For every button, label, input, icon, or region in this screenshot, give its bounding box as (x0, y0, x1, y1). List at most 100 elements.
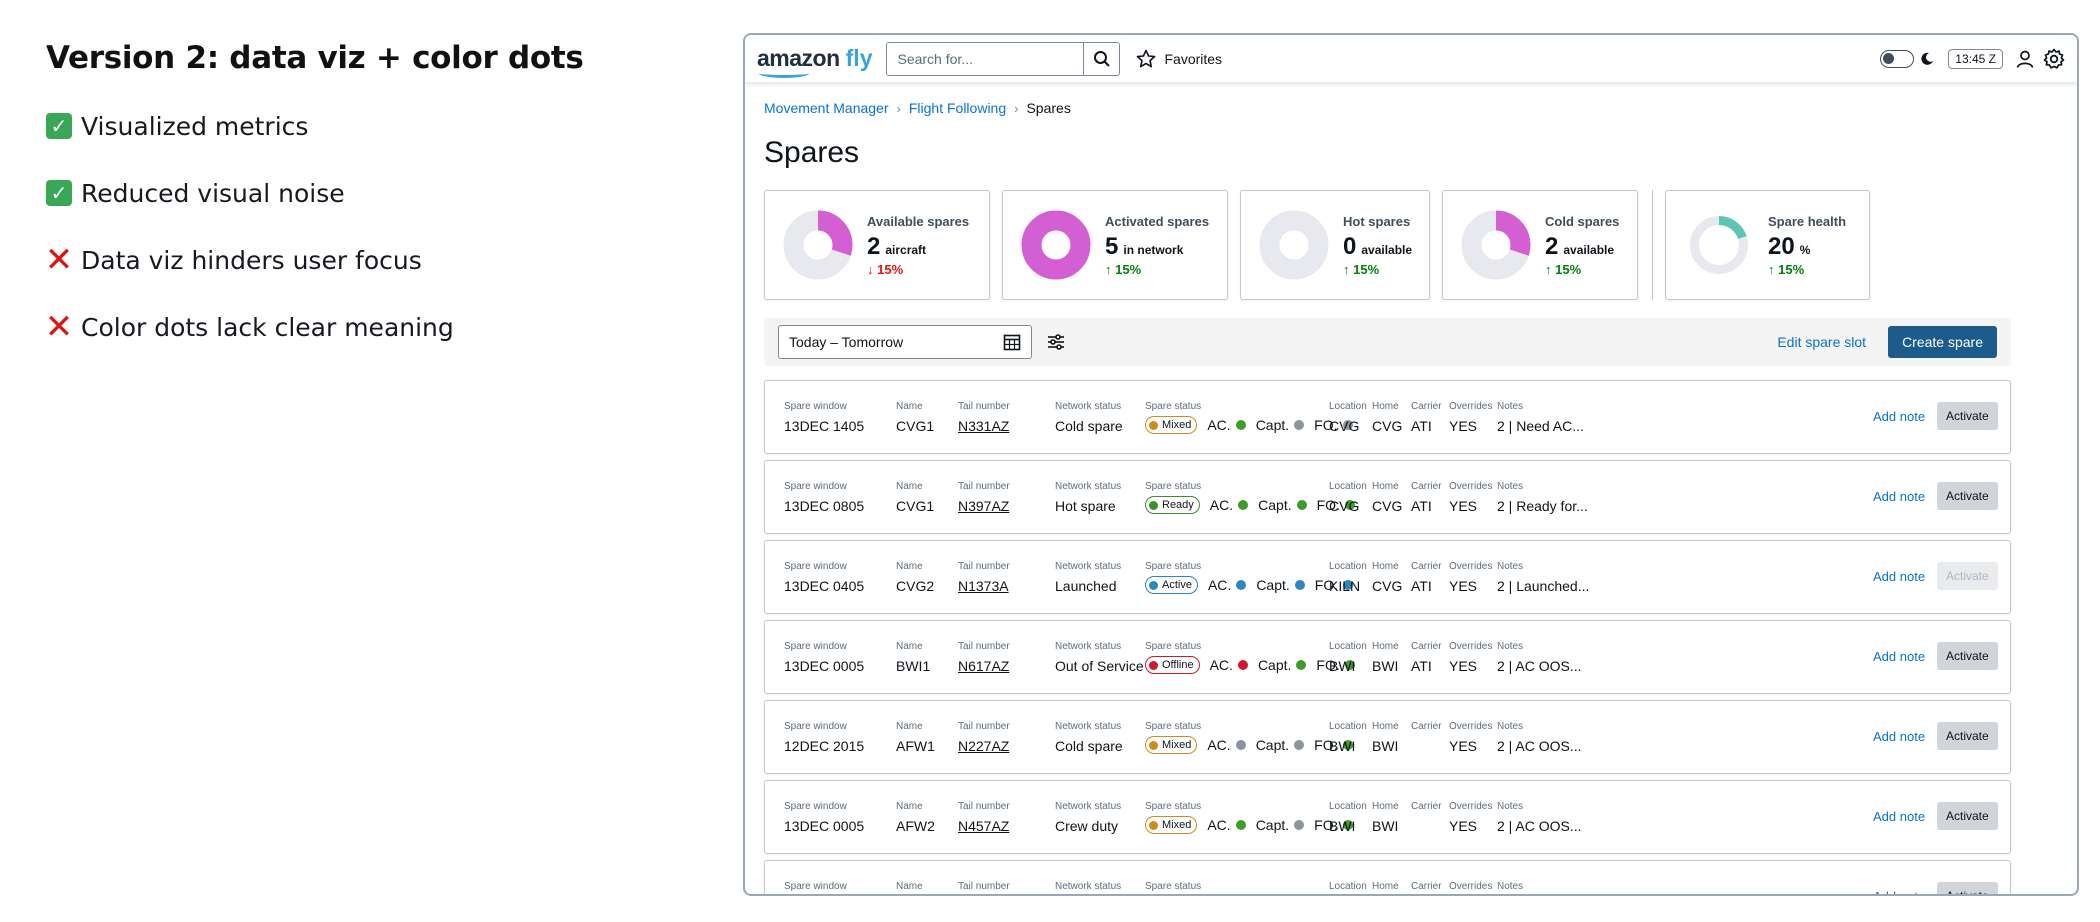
table-row[interactable]: Spare window 13DEC 0405 Name CVG2 Tail numbe… (764, 540, 2011, 614)
cell-value: Cold spare (1055, 418, 1123, 434)
add-note-link[interactable]: Add note (1873, 809, 1926, 824)
cell-label: Tail number (958, 721, 1010, 732)
crew-dot-label: Capt. (1255, 817, 1290, 833)
cell-label: Home (1372, 881, 1399, 892)
date-range-picker[interactable]: Today – Tomorrow (778, 325, 1032, 359)
amazon-fly-logo[interactable]: amazon fly (757, 45, 872, 78)
note-item: ✓ Visualized metrics (46, 110, 686, 142)
cell-label: Location (1329, 641, 1367, 652)
add-note-link[interactable]: Add note (1873, 489, 1926, 504)
status-dot (1149, 420, 1158, 430)
tail-number-link[interactable]: N227AZ (958, 738, 1010, 754)
crew-dot-capt: Capt. (1256, 737, 1305, 753)
cell-label: Notes (1497, 881, 1524, 892)
color-dot (1294, 820, 1305, 830)
activate-button[interactable]: Activate (1937, 482, 1998, 510)
favorites-button[interactable]: Favorites (1136, 49, 1222, 69)
cell-window: Spare window 13DEC 0805 (784, 481, 864, 514)
table-row[interactable]: Spare window 13DEC 0005 Name AFW2 Tail numbe… (764, 780, 2011, 854)
table-row[interactable]: Spare window 12DEC 2015 Name AFW1 Tail numbe… (764, 700, 2011, 774)
metric-delta-value: 15% (1778, 261, 1805, 277)
add-note-link[interactable]: Add note (1873, 889, 1925, 894)
cell-label: Home (1372, 801, 1399, 812)
color-dot (1296, 500, 1307, 510)
notes-list: ✓ Visualized metrics ✓ Reduced visual noise… (45, 110, 686, 345)
cell-label: Spare window (784, 721, 847, 732)
status-text: Mixed (1162, 819, 1192, 831)
logo-smile (759, 69, 809, 78)
add-note-link[interactable]: Add note (1873, 409, 1926, 424)
activate-button[interactable]: Activate (1937, 642, 1998, 670)
crew-dot-label: FO. (1314, 417, 1338, 433)
cell-label: Tail number (958, 881, 1010, 892)
create-spare-button[interactable]: Create spare (1888, 326, 1997, 358)
add-note-link[interactable]: Add note (1873, 569, 1926, 584)
cell-carrier: Carrier ATI (1411, 641, 1442, 674)
table-row[interactable]: Spare window 13DEC 0805 Name CVG1 Tail numbe… (764, 460, 2011, 534)
color-dot (1235, 820, 1246, 830)
cell-value: 13DEC 0805 (784, 498, 865, 514)
user-profile-icon[interactable] (2015, 49, 2035, 69)
note-text: Reduced visual noise (81, 178, 345, 208)
cell-value: CVG (1329, 498, 1360, 514)
activate-button[interactable]: Activate (1937, 722, 1998, 750)
dark-mode-toggle[interactable] (1880, 49, 1915, 68)
cell-label: Spare status (1145, 641, 1202, 652)
activate-button[interactable]: Activate (1937, 402, 1998, 430)
status-dot (1149, 820, 1158, 830)
cell-spare: Spare status Mixed AC. Capt. FO. (1145, 401, 1353, 434)
table-row[interactable]: Spare window 13DEC 1405 Name CVG1 Tail numbe… (764, 380, 2011, 454)
metric-delta-value: 15% (1353, 261, 1380, 277)
tail-number-link[interactable]: N331AZ (958, 418, 1010, 434)
metric-delta: ↓ 15% (867, 262, 969, 277)
cell-label: Home (1372, 481, 1399, 492)
table-row[interactable]: Spare window Name Tail number Network statu… (764, 860, 2011, 894)
metric-unit: in network (1123, 242, 1184, 257)
breadcrumb-flight-following[interactable]: Flight Following (908, 100, 1007, 116)
metrics-row: Available spares 2 aircraft ↓ 15% Activated … (764, 190, 2058, 300)
cell-label: Overrides (1449, 801, 1493, 812)
add-note-link[interactable]: Add note (1873, 649, 1926, 664)
cell-network: Network status Cold spare (1055, 401, 1123, 434)
cell-label: Spare status (1145, 881, 1202, 892)
breadcrumb-movement-manager[interactable]: Movement Manager (764, 100, 889, 116)
crew-dot-ac: AC. (1207, 817, 1246, 833)
tail-number-link[interactable]: N457AZ (958, 818, 1010, 834)
cell-label: Carrier (1411, 641, 1442, 652)
cell-network: Network status Launched (1055, 561, 1121, 594)
check-mark-icon: ✓ (46, 113, 72, 139)
activate-button[interactable]: Activate (1937, 802, 1998, 830)
add-note-link[interactable]: Add note (1873, 729, 1926, 744)
settings-gear-icon[interactable] (2043, 48, 2065, 70)
filter-settings-icon[interactable] (1046, 332, 1066, 352)
search-input[interactable] (887, 42, 1084, 75)
spares-list: Spare window 13DEC 1405 Name CVG1 Tail numbe… (764, 380, 2011, 894)
cell-value: CVG (1372, 578, 1403, 594)
cell-label: Network status (1055, 561, 1122, 572)
star-icon (1137, 49, 1156, 67)
tail-number-link[interactable]: N1373A (958, 578, 1009, 594)
cell-tail: Tail number (958, 881, 1010, 894)
cell-home: Home CVG (1372, 401, 1402, 434)
cell-location: Location CVG (1329, 481, 1367, 514)
app-window: amazon fly Favorites 13:45 Z Movement Ma… (743, 33, 2079, 896)
cell-spare: Spare status Mixed AC. Capt. FO. (1145, 801, 1353, 834)
activate-button[interactable]: Activate (1937, 882, 1998, 894)
tail-number-link[interactable]: N397AZ (958, 498, 1010, 514)
cell-value: 2 | Need AC... (1497, 418, 1584, 434)
tail-number-link[interactable]: N617AZ (958, 658, 1010, 674)
status-dot (1149, 580, 1158, 590)
cell-label: Name (896, 801, 923, 812)
activate-button[interactable]: Activate (1937, 562, 1998, 590)
note-text: Color dots lack clear meaning (81, 312, 454, 342)
edit-spare-slot-link[interactable]: Edit spare slot (1777, 334, 1867, 350)
table-row[interactable]: Spare window 13DEC 0005 Name BWI1 Tail numbe… (764, 620, 2011, 694)
cell-label: Location (1329, 481, 1367, 492)
cell-label: Spare window (784, 801, 847, 812)
cell-notes: Notes (1497, 881, 1524, 894)
cell-value: BWI (1372, 658, 1399, 674)
cell-window: Spare window 13DEC 1405 (784, 401, 864, 434)
search-button[interactable] (1083, 42, 1120, 75)
cell-label: Location (1329, 801, 1367, 812)
crew-dot-fo: FO. (1314, 817, 1353, 833)
